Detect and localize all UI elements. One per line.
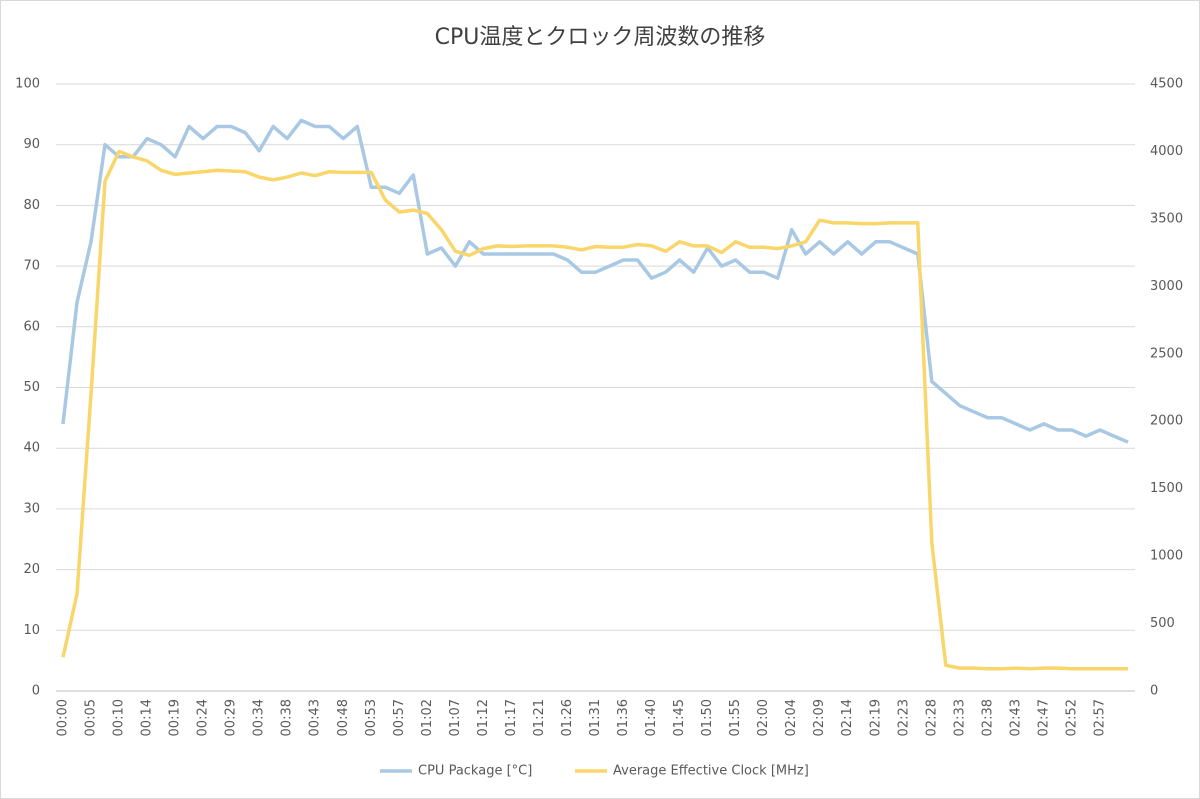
x-tick-label: 01:12	[476, 699, 491, 736]
x-tick-label: 01:36	[616, 699, 631, 736]
x-tick-label: 00:05	[84, 699, 99, 736]
x-tick-label: 02:43	[1008, 699, 1023, 736]
x-tick-label: 00:19	[168, 699, 183, 736]
x-tick-label: 00:38	[280, 699, 295, 736]
x-tick-label: 01:21	[532, 699, 547, 736]
y-tick-label: 70	[23, 259, 40, 274]
y2-tick-label: 1500	[1150, 481, 1183, 496]
y-tick-label: 80	[23, 198, 40, 213]
y2-tick-label: 3000	[1150, 279, 1183, 294]
x-tick-label: 01:45	[672, 699, 687, 736]
x-tick-label: 02:04	[784, 699, 799, 736]
y2-tick-label: 1000	[1150, 549, 1183, 564]
y2-tick-label: 2000	[1150, 414, 1183, 429]
x-tick-label: 00:43	[308, 699, 323, 736]
x-tick-label: 01:31	[588, 699, 603, 736]
y-tick-label: 50	[23, 380, 40, 395]
x-tick-label: 02:19	[868, 699, 883, 736]
y2-tick-label: 4000	[1150, 144, 1183, 159]
x-tick-label: 02:57	[1092, 699, 1107, 736]
x-tick-label: 02:52	[1064, 699, 1079, 736]
x-tick-label: 01:40	[644, 699, 659, 736]
series-line	[61, 118, 1129, 444]
series-line	[61, 149, 1128, 671]
x-tick-label: 01:07	[448, 699, 463, 736]
x-tick-label: 01:50	[700, 699, 715, 736]
x-tick-label: 00:53	[364, 699, 379, 736]
x-tick-label: 02:00	[756, 699, 771, 736]
x-tick-label: 00:00	[56, 699, 71, 736]
legend-label: Average Effective Clock [MHz]	[613, 764, 809, 779]
x-tick-label: 00:48	[336, 699, 351, 736]
x-tick-label: 02:33	[952, 699, 967, 736]
y-tick-label: 60	[23, 319, 40, 334]
x-tick-label: 00:10	[112, 699, 127, 736]
legend-label: CPU Package [°C]	[418, 764, 532, 779]
x-tick-label: 01:55	[728, 699, 743, 736]
y-tick-label: 40	[23, 441, 40, 456]
x-tick-label: 01:17	[504, 699, 519, 736]
x-tick-label: 00:34	[252, 699, 267, 736]
y-tick-label: 10	[23, 623, 40, 638]
x-tick-label: 01:26	[560, 699, 575, 736]
y-tick-label: 30	[23, 501, 40, 516]
x-tick-label: 00:14	[140, 699, 155, 736]
x-tick-label: 02:14	[840, 699, 855, 736]
chart-title: CPU温度とクロック周波数の推移	[435, 25, 766, 50]
x-tick-label: 02:28	[924, 699, 939, 736]
x-tick-label: 01:02	[420, 699, 435, 736]
x-tick-label: 00:29	[224, 699, 239, 736]
y-tick-label: 20	[23, 562, 40, 577]
x-tick-label: 00:24	[196, 699, 211, 736]
y2-tick-label: 2500	[1150, 346, 1183, 361]
x-tick-label: 02:09	[812, 699, 827, 736]
y-tick-label: 100	[15, 77, 40, 92]
x-tick-label: 02:47	[1036, 699, 1051, 736]
y2-tick-label: 4500	[1150, 77, 1183, 92]
y2-tick-label: 500	[1150, 616, 1175, 631]
x-tick-label: 00:57	[392, 699, 407, 736]
y-tick-label: 0	[32, 684, 40, 699]
y-tick-label: 90	[23, 137, 40, 152]
x-tick-label: 02:23	[896, 699, 911, 736]
x-tick-label: 02:38	[980, 699, 995, 736]
y2-tick-label: 0	[1150, 684, 1158, 699]
y2-tick-label: 3500	[1150, 211, 1183, 226]
